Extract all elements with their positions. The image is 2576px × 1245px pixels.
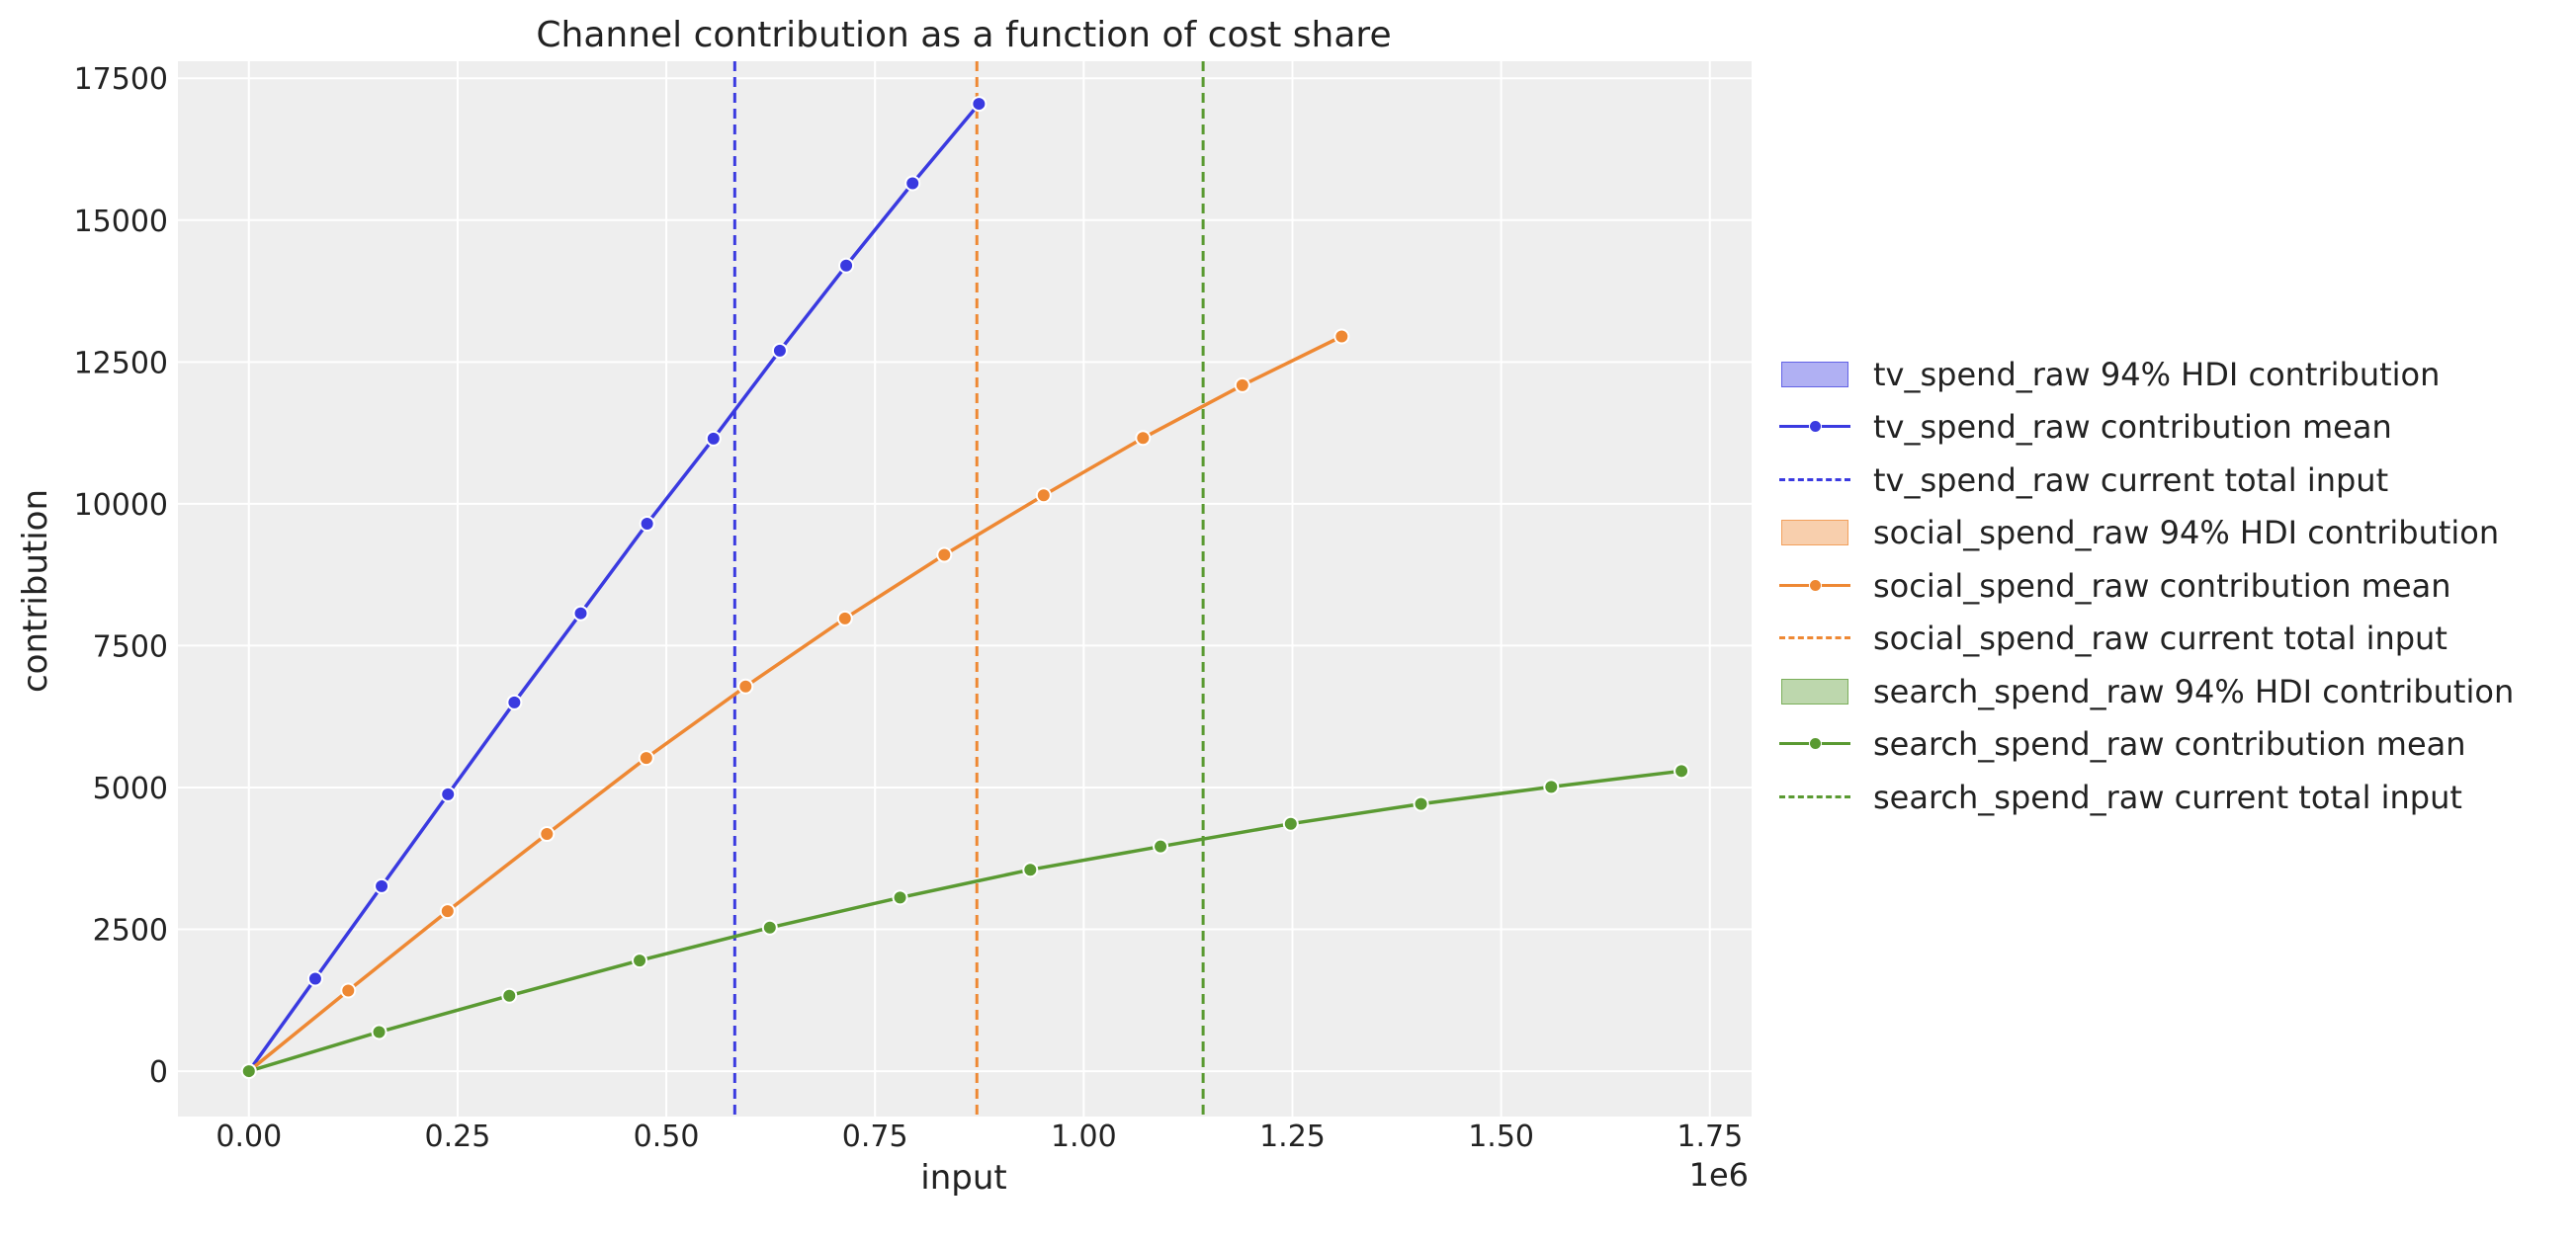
x-tick-label: 0.75 <box>842 1120 908 1154</box>
data-point <box>1333 328 1350 345</box>
legend-label: social_spend_raw current total input <box>1873 620 2447 658</box>
legend-swatch <box>1779 677 1850 706</box>
legend-label: search_spend_raw 94% HDI contribution <box>1873 672 2515 710</box>
data-point <box>539 826 556 843</box>
data-point <box>771 342 788 359</box>
data-point <box>761 919 778 936</box>
data-point <box>836 610 853 626</box>
x-tick-label: 1.00 <box>1051 1120 1117 1154</box>
data-point <box>371 1024 387 1040</box>
legend-label: social_spend_raw contribution mean <box>1873 566 2451 605</box>
legend-swatch <box>1779 412 1850 442</box>
data-point <box>1022 862 1039 878</box>
legend-swatch <box>1779 729 1850 759</box>
legend-label: search_spend_raw contribution mean <box>1873 725 2466 764</box>
series-line <box>248 769 1682 1073</box>
legend-swatch <box>1779 783 1850 812</box>
data-point <box>1413 795 1429 812</box>
legend-swatch <box>1779 465 1850 495</box>
legend-label: tv_spend_raw current total input <box>1873 460 2389 499</box>
x-axis-label: input <box>920 1158 1006 1198</box>
series-group <box>240 328 1350 1080</box>
legend-label: tv_spend_raw contribution mean <box>1873 408 2392 447</box>
data-point <box>936 546 953 563</box>
x-tick-label: 1.25 <box>1259 1120 1326 1154</box>
y-tick-label: 10000 <box>74 488 168 523</box>
y-tick-label: 17500 <box>74 62 168 97</box>
series-group <box>240 763 1690 1080</box>
data-point <box>501 987 518 1004</box>
data-point <box>1282 815 1299 832</box>
legend-item: tv_spend_raw contribution mean <box>1779 401 2560 455</box>
legend-label: social_spend_raw 94% HDI contribution <box>1873 514 2500 552</box>
data-point <box>838 257 855 274</box>
data-point <box>340 982 357 999</box>
y-tick-label: 2500 <box>93 914 168 949</box>
x-tick-label: 1.75 <box>1676 1120 1743 1154</box>
current-input-lines <box>732 61 1205 1117</box>
y-tick-labels: 0 2500 5000 7500 10000 12500 15000 17500 <box>74 62 168 1090</box>
y-tick-label: 12500 <box>74 346 168 380</box>
data-point <box>904 175 921 192</box>
y-axis-label: contribution <box>16 489 55 693</box>
y-tick-label: 15000 <box>74 205 168 239</box>
legend-item: social_spend_raw current total input <box>1779 613 2560 666</box>
legend-item: social_spend_raw contribution mean <box>1779 559 2560 613</box>
legend-label: tv_spend_raw 94% HDI contribution <box>1873 355 2441 393</box>
data-point <box>374 877 390 894</box>
y-tick-label: 0 <box>149 1055 168 1090</box>
series-group <box>240 96 987 1080</box>
x-tick-label: 0.00 <box>215 1120 282 1154</box>
legend-item: tv_spend_raw 94% HDI contribution <box>1779 348 2560 401</box>
data-point <box>1234 376 1250 393</box>
data-point <box>632 953 648 969</box>
data-point <box>1153 838 1169 855</box>
data-point <box>638 750 654 767</box>
chart-title: Channel contribution as a function of co… <box>536 15 1391 55</box>
data-point <box>639 515 655 532</box>
data-point <box>440 786 457 802</box>
legend-swatch <box>1779 360 1850 389</box>
grid <box>178 61 1752 1117</box>
legend-item: tv_spend_raw current total input <box>1779 454 2560 507</box>
legend-swatch <box>1779 518 1850 547</box>
legend-item: search_spend_raw current total input <box>1779 771 2560 824</box>
x-tick-label: 0.50 <box>634 1120 700 1154</box>
data-point <box>1543 779 1560 795</box>
data-point <box>892 889 908 906</box>
plot-area <box>178 61 1752 1117</box>
x-axis-offset-label: 1e6 <box>1689 1156 1749 1194</box>
data-point <box>506 694 523 710</box>
data-point <box>306 970 323 987</box>
legend-swatch <box>1779 571 1850 601</box>
x-tick-labels: 0.00 0.25 0.50 0.75 1.00 1.25 1.50 1.75 <box>215 1120 1743 1154</box>
legend-swatch <box>1779 623 1850 653</box>
x-tick-label: 0.25 <box>425 1120 491 1154</box>
data-point <box>1135 430 1152 447</box>
data-point <box>1674 763 1690 780</box>
data-point <box>1035 487 1052 504</box>
x-tick-label: 1.50 <box>1468 1120 1534 1154</box>
data-point <box>705 430 722 447</box>
series-line <box>247 334 1343 1073</box>
y-tick-label: 5000 <box>93 772 168 806</box>
data-point <box>439 903 456 920</box>
data-point <box>737 678 754 695</box>
legend-item: search_spend_raw 94% HDI contribution <box>1779 665 2560 718</box>
legend-item: social_spend_raw 94% HDI contribution <box>1779 507 2560 560</box>
legend: tv_spend_raw 94% HDI contribution tv_spen… <box>1779 348 2560 824</box>
y-tick-label: 7500 <box>93 629 168 664</box>
legend-item: search_spend_raw contribution mean <box>1779 718 2560 772</box>
legend-label: search_spend_raw current total input <box>1873 778 2462 816</box>
data-point <box>971 96 987 113</box>
series-line <box>247 102 981 1073</box>
series-lines <box>240 96 1690 1080</box>
data-point <box>572 605 589 622</box>
data-point <box>240 1063 257 1080</box>
